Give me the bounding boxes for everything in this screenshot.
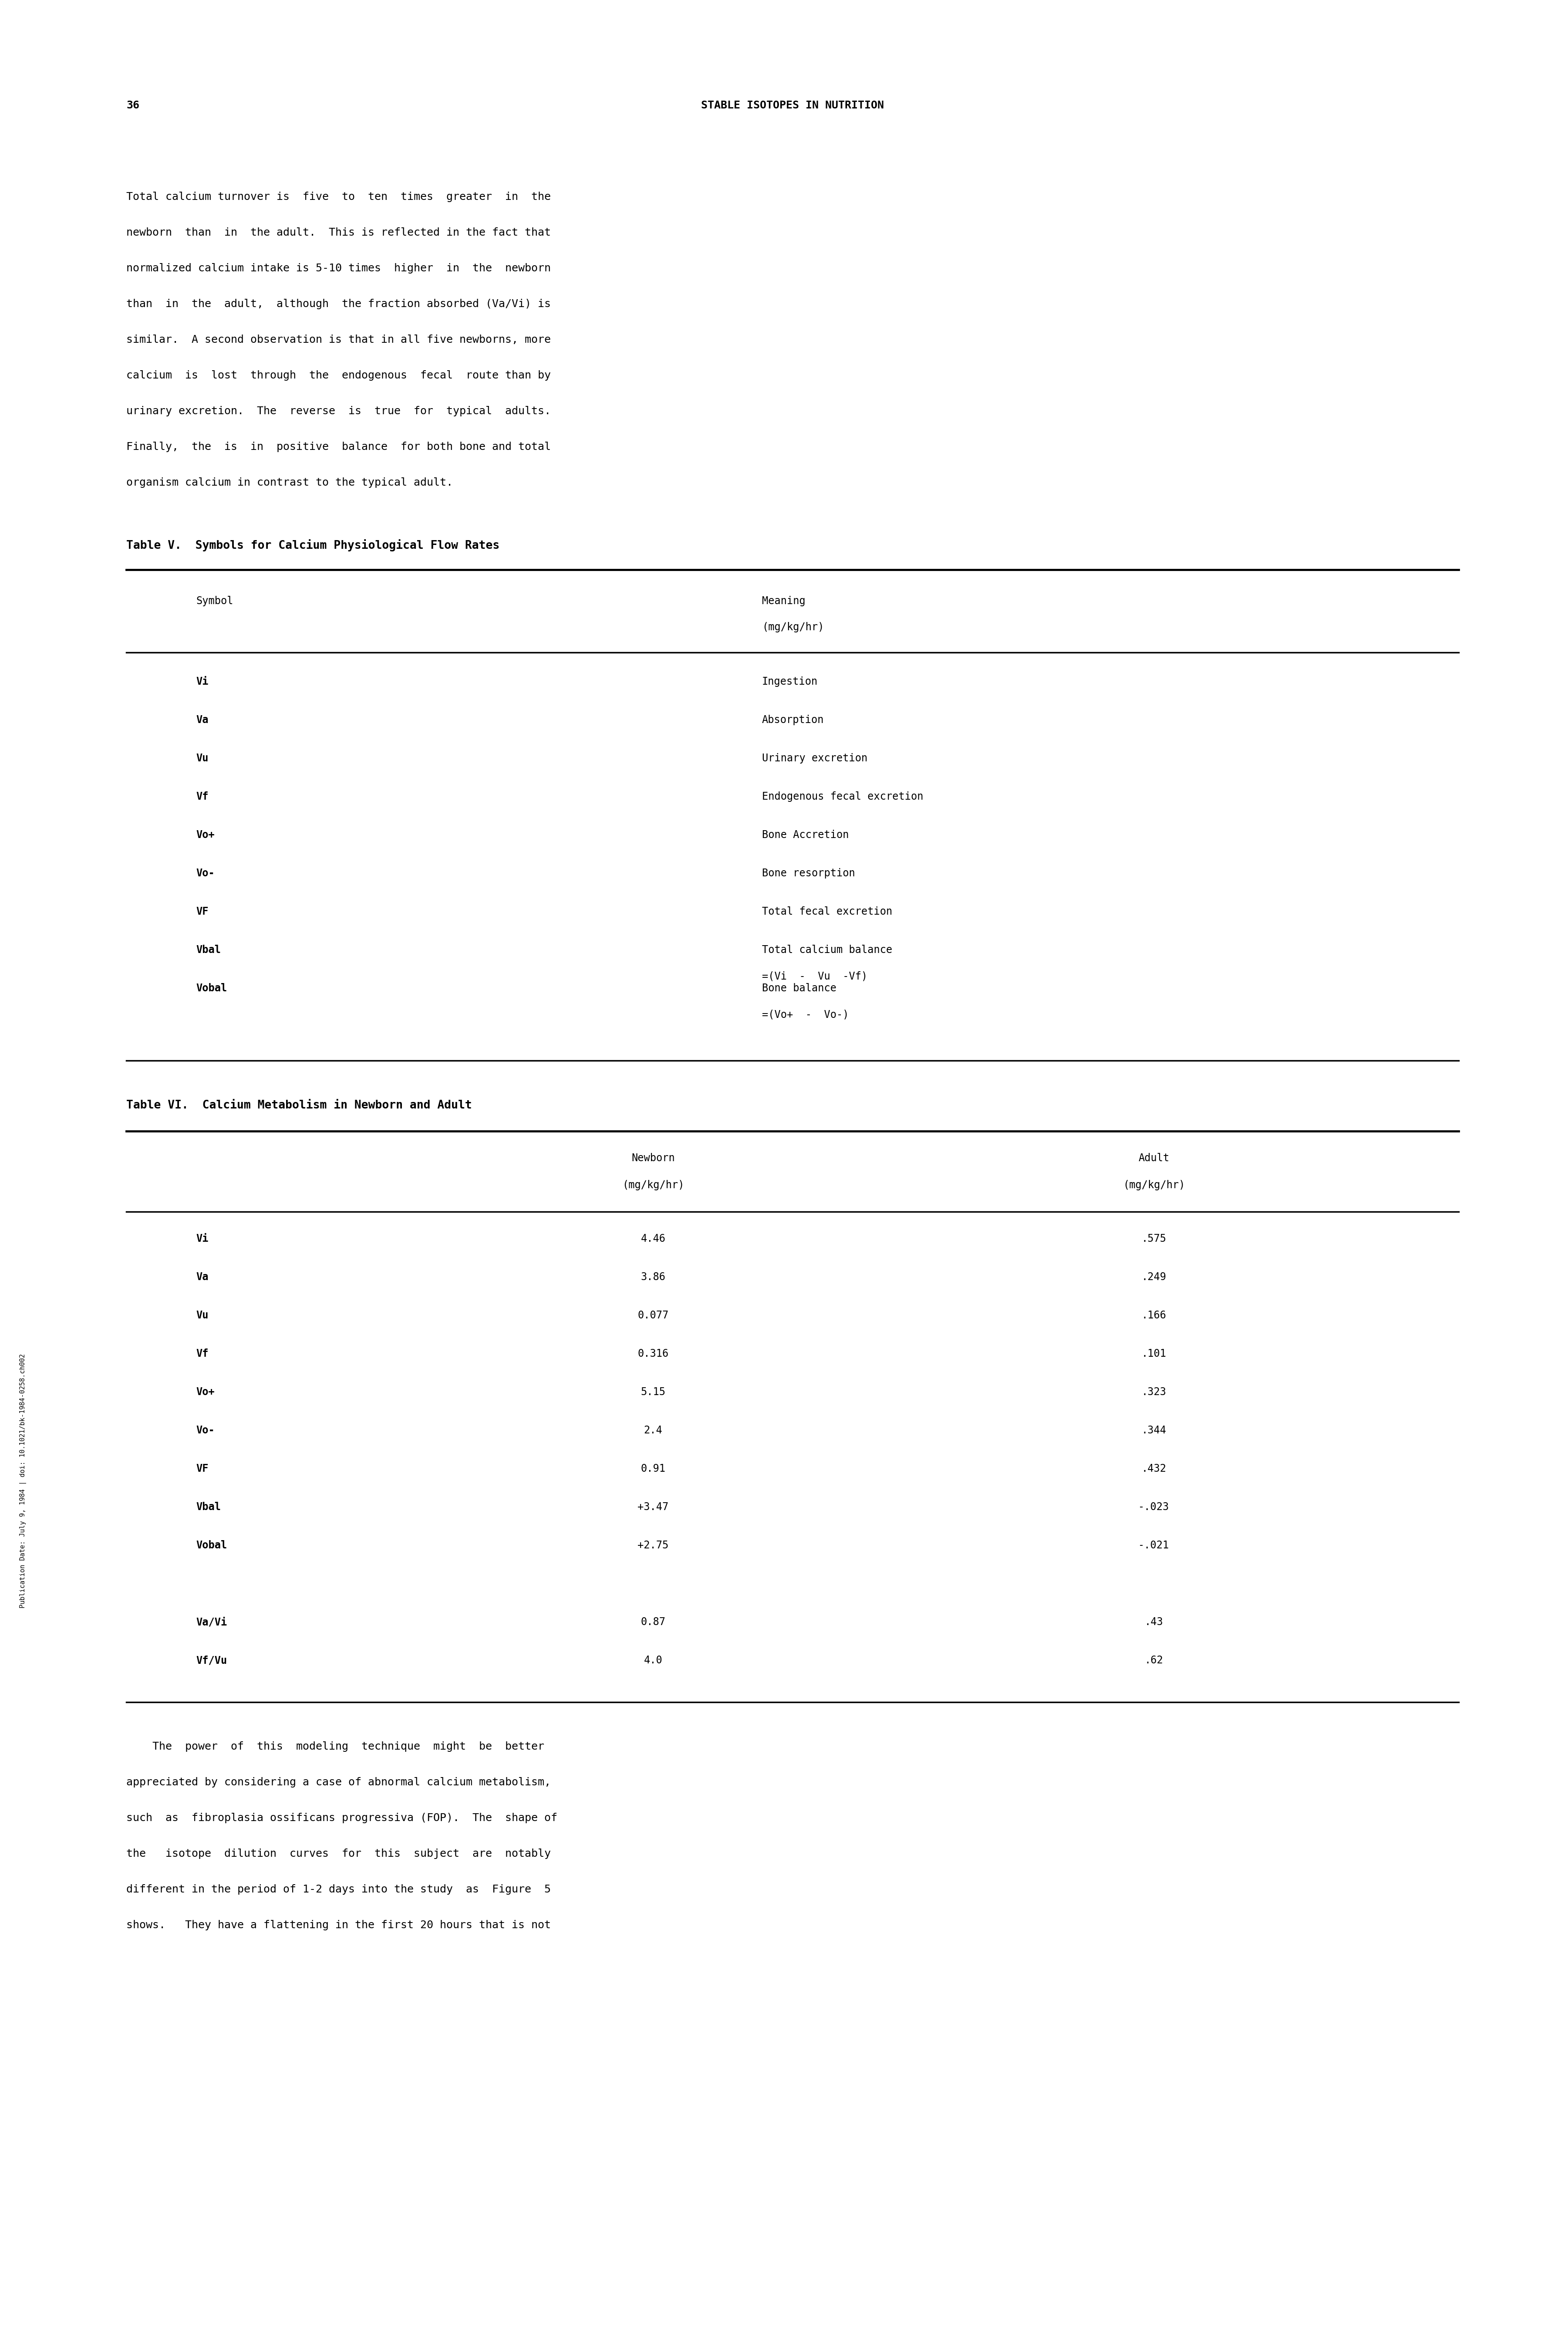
Text: Total calcium balance: Total calcium balance	[762, 946, 892, 955]
Text: .344: .344	[1142, 1425, 1167, 1435]
Text: Finally,  the  is  in  positive  balance  for both bone and total: Finally, the is in positive balance for …	[127, 442, 550, 452]
Text: -.023: -.023	[1138, 1503, 1170, 1512]
Text: Vbal: Vbal	[196, 946, 221, 955]
Text: .101: .101	[1142, 1348, 1167, 1359]
Text: (mg/kg/hr): (mg/kg/hr)	[1123, 1181, 1185, 1190]
Text: 0.87: 0.87	[641, 1616, 665, 1628]
Text: 36: 36	[127, 101, 140, 111]
Text: organism calcium in contrast to the typical adult.: organism calcium in contrast to the typi…	[127, 477, 453, 487]
Text: Vf: Vf	[196, 790, 209, 802]
Text: Vi: Vi	[196, 677, 209, 687]
Text: .432: .432	[1142, 1463, 1167, 1475]
Text: similar.  A second observation is that in all five newborns, more: similar. A second observation is that in…	[127, 334, 550, 346]
Text: Vf/Vu: Vf/Vu	[196, 1656, 227, 1665]
Text: .166: .166	[1142, 1310, 1167, 1319]
Text: Va: Va	[196, 1272, 209, 1282]
Text: Vo-: Vo-	[196, 868, 215, 880]
Text: Vu: Vu	[196, 753, 209, 764]
Text: .62: .62	[1145, 1656, 1163, 1665]
Text: Vobal: Vobal	[196, 983, 227, 993]
Text: Symbol: Symbol	[196, 595, 234, 607]
Text: .575: .575	[1142, 1232, 1167, 1244]
Text: newborn  than  in  the adult.  This is reflected in the fact that: newborn than in the adult. This is refle…	[127, 228, 550, 238]
Text: Vo+: Vo+	[196, 830, 215, 840]
Text: Bone Accretion: Bone Accretion	[762, 830, 848, 840]
Text: Ingestion: Ingestion	[762, 677, 818, 687]
Text: urinary excretion.  The  reverse  is  true  for  typical  adults.: urinary excretion. The reverse is true f…	[127, 407, 550, 416]
Text: Vf: Vf	[196, 1348, 209, 1359]
Text: Vo-: Vo-	[196, 1425, 215, 1435]
Text: .43: .43	[1145, 1616, 1163, 1628]
Text: Newborn: Newborn	[632, 1152, 674, 1164]
Text: .249: .249	[1142, 1272, 1167, 1282]
Text: Total calcium turnover is  five  to  ten  times  greater  in  the: Total calcium turnover is five to ten ti…	[127, 191, 550, 202]
Text: 4.0: 4.0	[644, 1656, 662, 1665]
Text: 5.15: 5.15	[641, 1388, 665, 1397]
Text: 4.46: 4.46	[641, 1232, 665, 1244]
Text: 3.86: 3.86	[641, 1272, 665, 1282]
Text: VF: VF	[196, 1463, 209, 1475]
Text: normalized calcium intake is 5-10 times  higher  in  the  newborn: normalized calcium intake is 5-10 times …	[127, 263, 550, 273]
Text: VF: VF	[196, 906, 209, 917]
Text: (mg/kg/hr): (mg/kg/hr)	[622, 1181, 684, 1190]
Text: Bone resorption: Bone resorption	[762, 868, 855, 880]
Text: Meaning: Meaning	[762, 595, 806, 607]
Text: Total fecal excretion: Total fecal excretion	[762, 906, 892, 917]
Text: Table VI.  Calcium Metabolism in Newborn and Adult: Table VI. Calcium Metabolism in Newborn …	[127, 1101, 472, 1110]
Text: 0.077: 0.077	[638, 1310, 668, 1319]
Text: STABLE ISOTOPES IN NUTRITION: STABLE ISOTOPES IN NUTRITION	[701, 101, 884, 111]
Text: (mg/kg/hr): (mg/kg/hr)	[762, 621, 825, 633]
Text: such  as  fibroplasia ossificans progressiva (FOP).  The  shape of: such as fibroplasia ossificans progressi…	[127, 1813, 557, 1823]
Text: =(Vi  -  Vu  -Vf): =(Vi - Vu -Vf)	[762, 971, 867, 981]
Text: +3.47: +3.47	[638, 1503, 668, 1512]
Text: 0.316: 0.316	[638, 1348, 668, 1359]
Text: 2.4: 2.4	[644, 1425, 662, 1435]
Text: Absorption: Absorption	[762, 715, 825, 724]
Text: the   isotope  dilution  curves  for  this  subject  are  notably: the isotope dilution curves for this sub…	[127, 1849, 550, 1858]
Text: appreciated by considering a case of abnormal calcium metabolism,: appreciated by considering a case of abn…	[127, 1778, 550, 1788]
Text: Bone balance: Bone balance	[762, 983, 836, 993]
Text: Publication Date: July 9, 1984 | doi: 10.1021/bk-1984-0258.ch002: Publication Date: July 9, 1984 | doi: 10…	[19, 1355, 27, 1609]
Text: -.021: -.021	[1138, 1541, 1170, 1550]
Text: Vi: Vi	[196, 1232, 209, 1244]
Text: Vobal: Vobal	[196, 1541, 227, 1550]
Text: shows.   They have a flattening in the first 20 hours that is not: shows. They have a flattening in the fir…	[127, 1919, 550, 1931]
Text: different in the period of 1-2 days into the study  as  Figure  5: different in the period of 1-2 days into…	[127, 1884, 550, 1896]
Text: The  power  of  this  modeling  technique  might  be  better: The power of this modeling technique mig…	[127, 1740, 544, 1752]
Text: Endogenous fecal excretion: Endogenous fecal excretion	[762, 790, 924, 802]
Text: 0.91: 0.91	[641, 1463, 665, 1475]
Text: Vbal: Vbal	[196, 1503, 221, 1512]
Text: =(Vo+  -  Vo-): =(Vo+ - Vo-)	[762, 1009, 848, 1021]
Text: Va/Vi: Va/Vi	[196, 1616, 227, 1628]
Text: Vo+: Vo+	[196, 1388, 215, 1397]
Text: +2.75: +2.75	[638, 1541, 668, 1550]
Text: .323: .323	[1142, 1388, 1167, 1397]
Text: Adult: Adult	[1138, 1152, 1170, 1164]
Text: than  in  the  adult,  although  the fraction absorbed (Va/Vi) is: than in the adult, although the fraction…	[127, 299, 550, 308]
Text: Va: Va	[196, 715, 209, 724]
Text: Table V.  Symbols for Calcium Physiological Flow Rates: Table V. Symbols for Calcium Physiologic…	[127, 539, 500, 550]
Text: Urinary excretion: Urinary excretion	[762, 753, 867, 764]
Text: Vu: Vu	[196, 1310, 209, 1319]
Text: calcium  is  lost  through  the  endogenous  fecal  route than by: calcium is lost through the endogenous f…	[127, 369, 550, 381]
